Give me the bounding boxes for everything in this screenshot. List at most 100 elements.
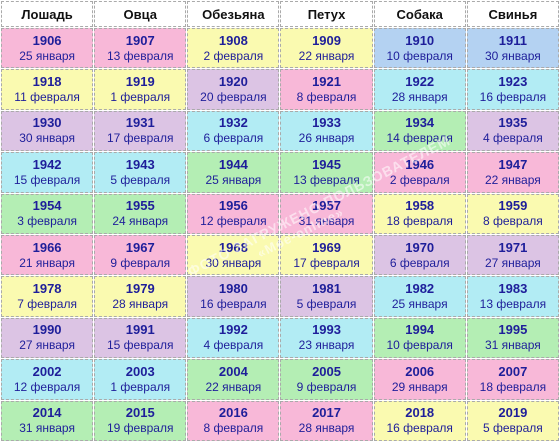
year-value: 1979	[125, 281, 155, 297]
year-cell: 1980 16 февраля	[187, 276, 280, 317]
year-cell: 1959 8 февраля	[466, 193, 559, 234]
year-value: 1908	[218, 32, 248, 48]
year-value: 1971	[498, 239, 528, 255]
year-value: 1982	[405, 281, 435, 297]
year-value: 2016	[218, 405, 248, 421]
new-year-date: 31 января	[298, 214, 355, 229]
year-value: 1956	[218, 198, 248, 214]
new-year-date: 30 января	[205, 255, 262, 270]
new-year-date: 22 января	[485, 172, 541, 187]
year-value: 1947	[498, 156, 528, 172]
new-year-date: 13 февраля	[479, 297, 547, 312]
year-cell: 1968 30 января	[187, 234, 280, 276]
year-cell: 1983 13 февраля	[466, 276, 559, 317]
year-cell: 1992 4 февраля	[187, 317, 280, 359]
year-value: 2002	[32, 363, 62, 379]
new-year-date: 12 февраля	[200, 214, 267, 229]
new-year-date: 9 февраля	[296, 379, 357, 394]
year-cell: 1906 25 января	[1, 28, 94, 69]
new-year-date: 8 февраля	[483, 214, 543, 229]
year-value: 1923	[498, 74, 528, 90]
header-monkey: Обезьяна	[187, 1, 280, 27]
year-cell: 1978 7 февраля	[1, 276, 94, 317]
new-year-date: 21 января	[19, 255, 75, 270]
new-year-date: 28 января	[391, 90, 448, 105]
year-value: 1933	[312, 115, 341, 131]
year-cell: 1918 11 февраля	[1, 69, 94, 110]
year-cell: 1954 3 февраля	[1, 193, 94, 234]
year-value: 2015	[125, 405, 155, 421]
table-row: 1906 25 января 1907 13 февраля 1908 2 февраля…	[1, 28, 559, 69]
table-row: 1942 15 февраля 1943 5 февраля 1944 25 января…	[1, 152, 559, 193]
year-cell: 1955 24 января	[94, 193, 187, 234]
year-cell: 1991 15 февраля	[94, 317, 187, 359]
new-year-date: 13 февраля	[107, 48, 174, 63]
year-cell: 1932 6 февраля	[187, 110, 280, 152]
header-dog: Собака	[373, 1, 466, 27]
year-cell: 2018 16 февраля	[373, 400, 466, 441]
year-value: 1980	[218, 281, 248, 297]
year-value: 1981	[312, 281, 341, 297]
year-value: 1954	[32, 198, 62, 214]
table-body: 1906 25 января 1907 13 февраля 1908 2 февраля…	[1, 28, 559, 441]
year-cell: 2004 22 января	[187, 359, 280, 400]
year-value: 1932	[218, 115, 248, 131]
year-value: 1907	[125, 32, 155, 48]
year-value: 1934	[405, 115, 435, 131]
table-row: 1966 21 января 1967 9 февраля 1968 30 января 1…	[1, 234, 559, 276]
table-row: 2002 12 февраля 2003 1 февраля 2004 22 января…	[1, 359, 559, 400]
year-value: 1966	[32, 239, 62, 255]
year-value: 1969	[312, 239, 341, 255]
new-year-date: 27 января	[19, 338, 75, 353]
new-year-date: 26 января	[298, 131, 355, 146]
new-year-date: 6 февраля	[203, 131, 264, 146]
year-value: 1906	[32, 32, 62, 48]
new-year-date: 8 февраля	[203, 421, 264, 436]
year-cell: 2002 12 февраля	[1, 359, 94, 400]
new-year-date: 9 февраля	[110, 255, 171, 270]
year-value: 1993	[312, 322, 341, 338]
year-cell: 1981 5 февраля	[280, 276, 373, 317]
year-value: 1992	[218, 322, 248, 338]
new-year-date: 14 февраля	[386, 131, 453, 146]
year-value: 1918	[32, 74, 62, 90]
year-value: 1983	[498, 281, 528, 297]
new-year-date: 30 января	[19, 131, 75, 146]
year-value: 1958	[405, 198, 435, 214]
new-year-date: 4 февраля	[203, 338, 264, 353]
year-cell: 1967 9 февраля	[94, 234, 187, 276]
year-value: 1959	[498, 198, 528, 214]
new-year-date: 11 февраля	[14, 90, 80, 105]
new-year-date: 3 февраля	[17, 214, 77, 229]
year-cell: 1957 31 января	[280, 193, 373, 234]
new-year-date: 5 февраля	[110, 172, 171, 187]
new-year-date: 31 января	[485, 338, 541, 353]
header-rooster: Петух	[280, 1, 373, 27]
year-value: 2007	[498, 363, 528, 379]
year-cell: 2003 1 февраля	[94, 359, 187, 400]
year-cell: 1931 17 февраля	[94, 110, 187, 152]
new-year-date: 18 февраля	[479, 379, 547, 394]
year-value: 2014	[32, 405, 62, 421]
table-row: 2014 31 января 2015 19 февраля 2016 8 февраля…	[1, 400, 559, 441]
year-cell: 1971 27 января	[466, 234, 559, 276]
new-year-date: 29 января	[391, 379, 448, 394]
year-cell: 1942 15 февраля	[1, 152, 94, 193]
new-year-date: 25 января	[391, 297, 448, 312]
new-year-date: 5 февраля	[483, 421, 543, 436]
new-year-date: 13 февраля	[293, 172, 360, 187]
new-year-date: 4 февраля	[483, 131, 543, 146]
new-year-date: 16 февраля	[200, 297, 267, 312]
year-cell: 2006 29 января	[373, 359, 466, 400]
year-cell: 1911 30 января	[466, 28, 559, 69]
new-year-date: 10 февраля	[386, 338, 453, 353]
year-cell: 2016 8 февраля	[187, 400, 280, 441]
table-row: 1930 30 января 1931 17 февраля 1932 6 февраля…	[1, 110, 559, 152]
year-value: 1942	[32, 156, 62, 172]
new-year-date: 22 января	[298, 48, 355, 63]
table-row: 1978 7 февраля 1979 28 января 1980 16 февраля…	[1, 276, 559, 317]
new-year-date: 2 февраля	[203, 48, 264, 63]
new-year-date: 24 января	[112, 214, 169, 229]
year-value: 1919	[125, 74, 155, 90]
